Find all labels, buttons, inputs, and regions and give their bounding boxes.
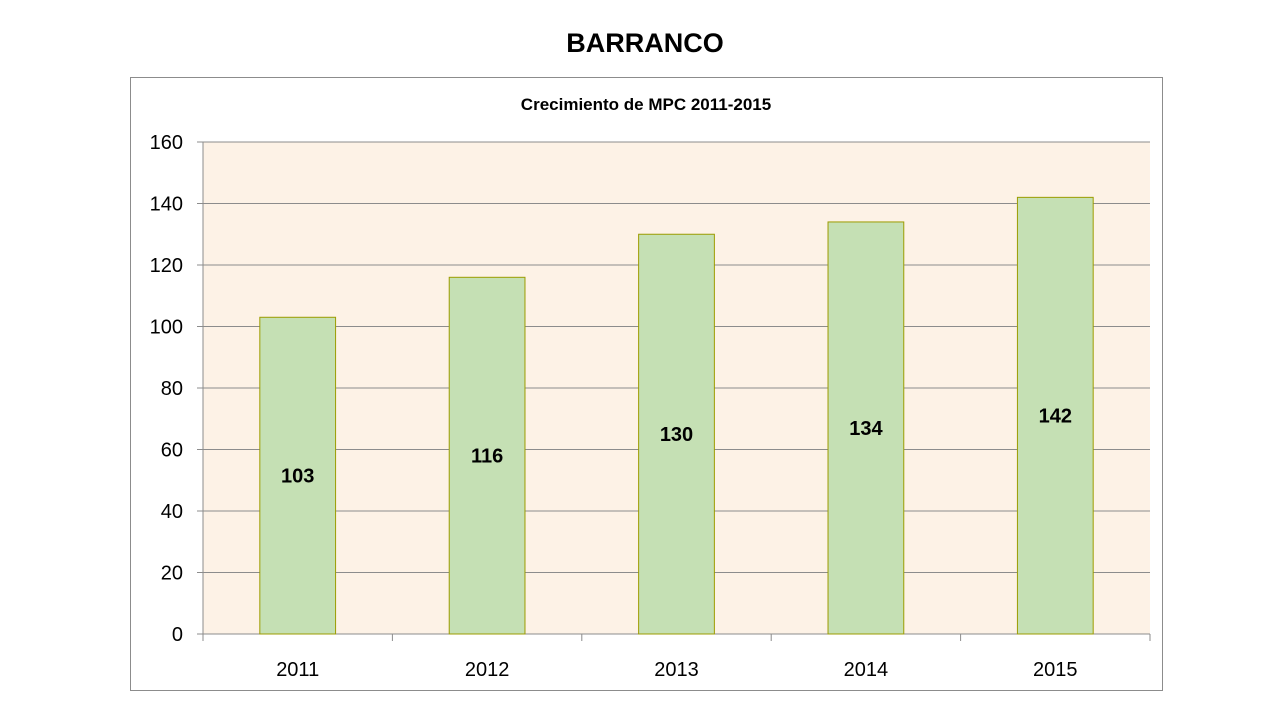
bar-2015 (1016, 196, 1094, 635)
bar-2011 (259, 316, 337, 635)
x-tick-label-2013: 2013 (654, 659, 699, 681)
y-tick-label: 120 (150, 255, 183, 277)
y-tick-label: 0 (172, 624, 183, 646)
y-tick-label: 60 (161, 440, 183, 462)
chart-frame: Crecimiento de MPC 2011-2015 0 20 40 60 80 10… (130, 77, 1163, 691)
y-tick-label: 140 (150, 194, 183, 216)
x-tick-label-2012: 2012 (465, 659, 510, 681)
bar-2014 (827, 221, 905, 635)
x-tick-label-2015: 2015 (1033, 659, 1078, 681)
y-tick-label: 100 (150, 317, 183, 339)
x-tick-label-2014: 2014 (844, 659, 889, 681)
x-tick-label-2011: 2011 (276, 659, 319, 681)
chart-title: Crecimiento de MPC 2011-2015 (521, 95, 771, 114)
bar-chart: Crecimiento de MPC 2011-2015 0 20 40 60 80 10… (150, 95, 1151, 681)
plot-area: 0 20 40 60 80 100 120 140 160 103 2011 116 2012 130 20… (150, 132, 1151, 681)
slide-title: BARRANCO (566, 28, 724, 58)
bar-2012 (448, 276, 526, 635)
data-label-2012: 116 (471, 446, 503, 468)
y-tick-label: 160 (150, 132, 183, 154)
y-tick-label: 80 (161, 378, 183, 400)
y-tick-label: 40 (161, 501, 183, 523)
data-label-2014: 134 (849, 418, 883, 440)
y-tick-label: 20 (161, 563, 183, 585)
data-label-2015: 142 (1039, 406, 1072, 428)
data-label-2013: 130 (660, 424, 693, 446)
bar-2013 (638, 233, 715, 635)
data-label-2011: 103 (281, 466, 314, 488)
